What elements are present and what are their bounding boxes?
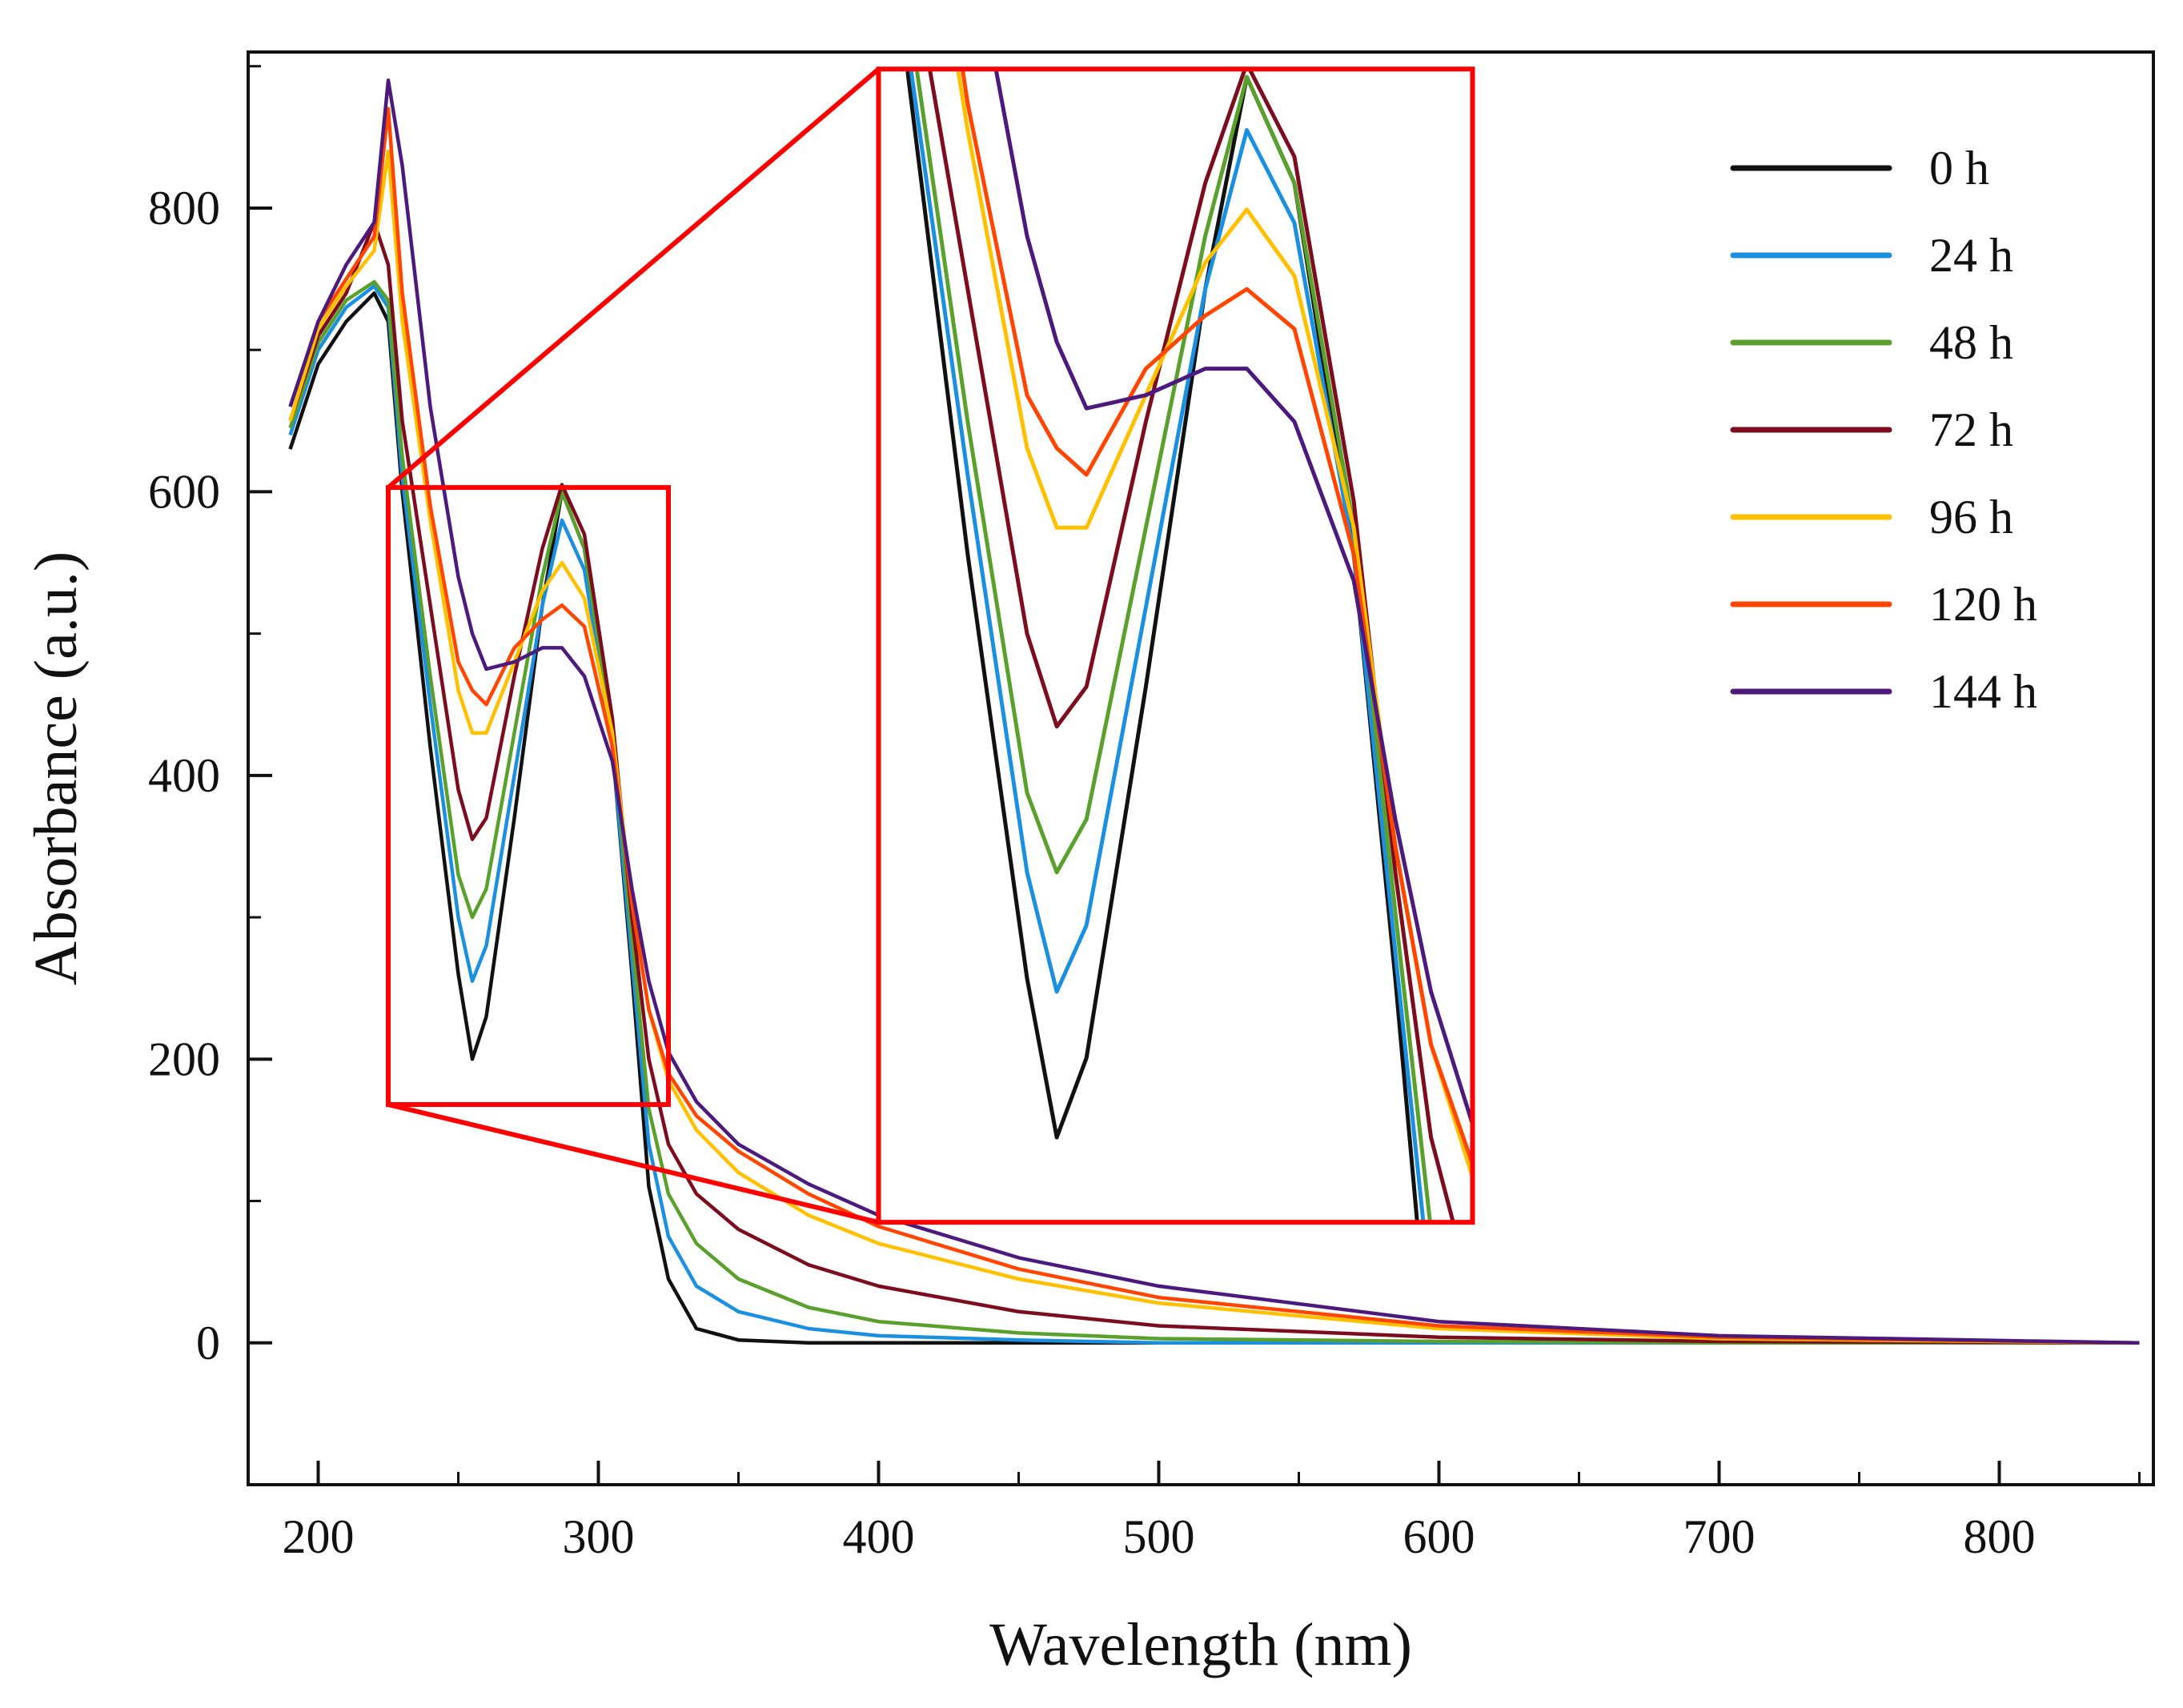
x-tick-label: 200 — [283, 1510, 355, 1563]
legend-label-72-h: 72 h — [1929, 403, 2013, 456]
inset-background — [878, 69, 1473, 1223]
x-axis-title: Wavelength (nm) — [989, 1611, 1412, 1678]
inset-line-48-h — [914, 69, 1432, 1223]
axes: 200 300 400 500 600 700 800 0 200 400 600 800 — [148, 65, 2141, 1563]
x-tick-label: 500 — [1123, 1510, 1195, 1563]
legend-label-120-h: 120 h — [1929, 578, 2037, 631]
inset-connector-bottom — [387, 1102, 880, 1225]
series-line-96-h — [288, 149, 2140, 1345]
legend-label-144-h: 144 h — [1929, 665, 2037, 718]
x-tick-label: 600 — [1403, 1510, 1475, 1563]
legend-label-96-h: 96 h — [1929, 491, 2013, 543]
main-series-group — [288, 78, 2140, 1345]
legend-label-24-h: 24 h — [1929, 229, 2013, 282]
y-tick-label: 600 — [148, 465, 220, 518]
inset-line-96-h — [956, 69, 1473, 1181]
plot-frame — [247, 50, 2155, 1486]
y-axis-title: Absorbance (a.u.) — [22, 551, 90, 985]
y-tick-label: 800 — [148, 182, 220, 235]
series-line-144-h — [288, 78, 2140, 1345]
series-line-120-h — [288, 106, 2140, 1345]
x-tick-label: 700 — [1683, 1510, 1756, 1563]
inset-connector-top — [387, 66, 881, 490]
series-line-72-h — [288, 220, 2140, 1345]
legend: 0 h 24 h 48 h 72 h 96 h 120 h 144 h — [1730, 142, 2037, 718]
x-tick-label: 300 — [563, 1510, 635, 1563]
y-tick-label: 200 — [148, 1032, 220, 1085]
inset-line-24-h — [909, 69, 1426, 1223]
x-tick-label: 400 — [843, 1510, 915, 1563]
x-tick-label: 800 — [1964, 1510, 2036, 1563]
inset-line-72-h — [927, 69, 1455, 1223]
inset-series-group — [905, 69, 1473, 1223]
y-tick-label: 400 — [148, 749, 220, 802]
inset-zoom — [386, 66, 1475, 1225]
y-tick-label: 0 — [196, 1317, 220, 1369]
zoom-source-box — [386, 485, 671, 1108]
legend-label-0-h: 0 h — [1929, 142, 1989, 194]
legend-label-48-h: 48 h — [1929, 316, 2013, 369]
series-line-48-h — [288, 279, 2140, 1345]
inset-line-120-h — [960, 69, 1473, 1168]
inset-line-144-h — [993, 69, 1473, 1129]
inset-frame — [876, 66, 1475, 1225]
